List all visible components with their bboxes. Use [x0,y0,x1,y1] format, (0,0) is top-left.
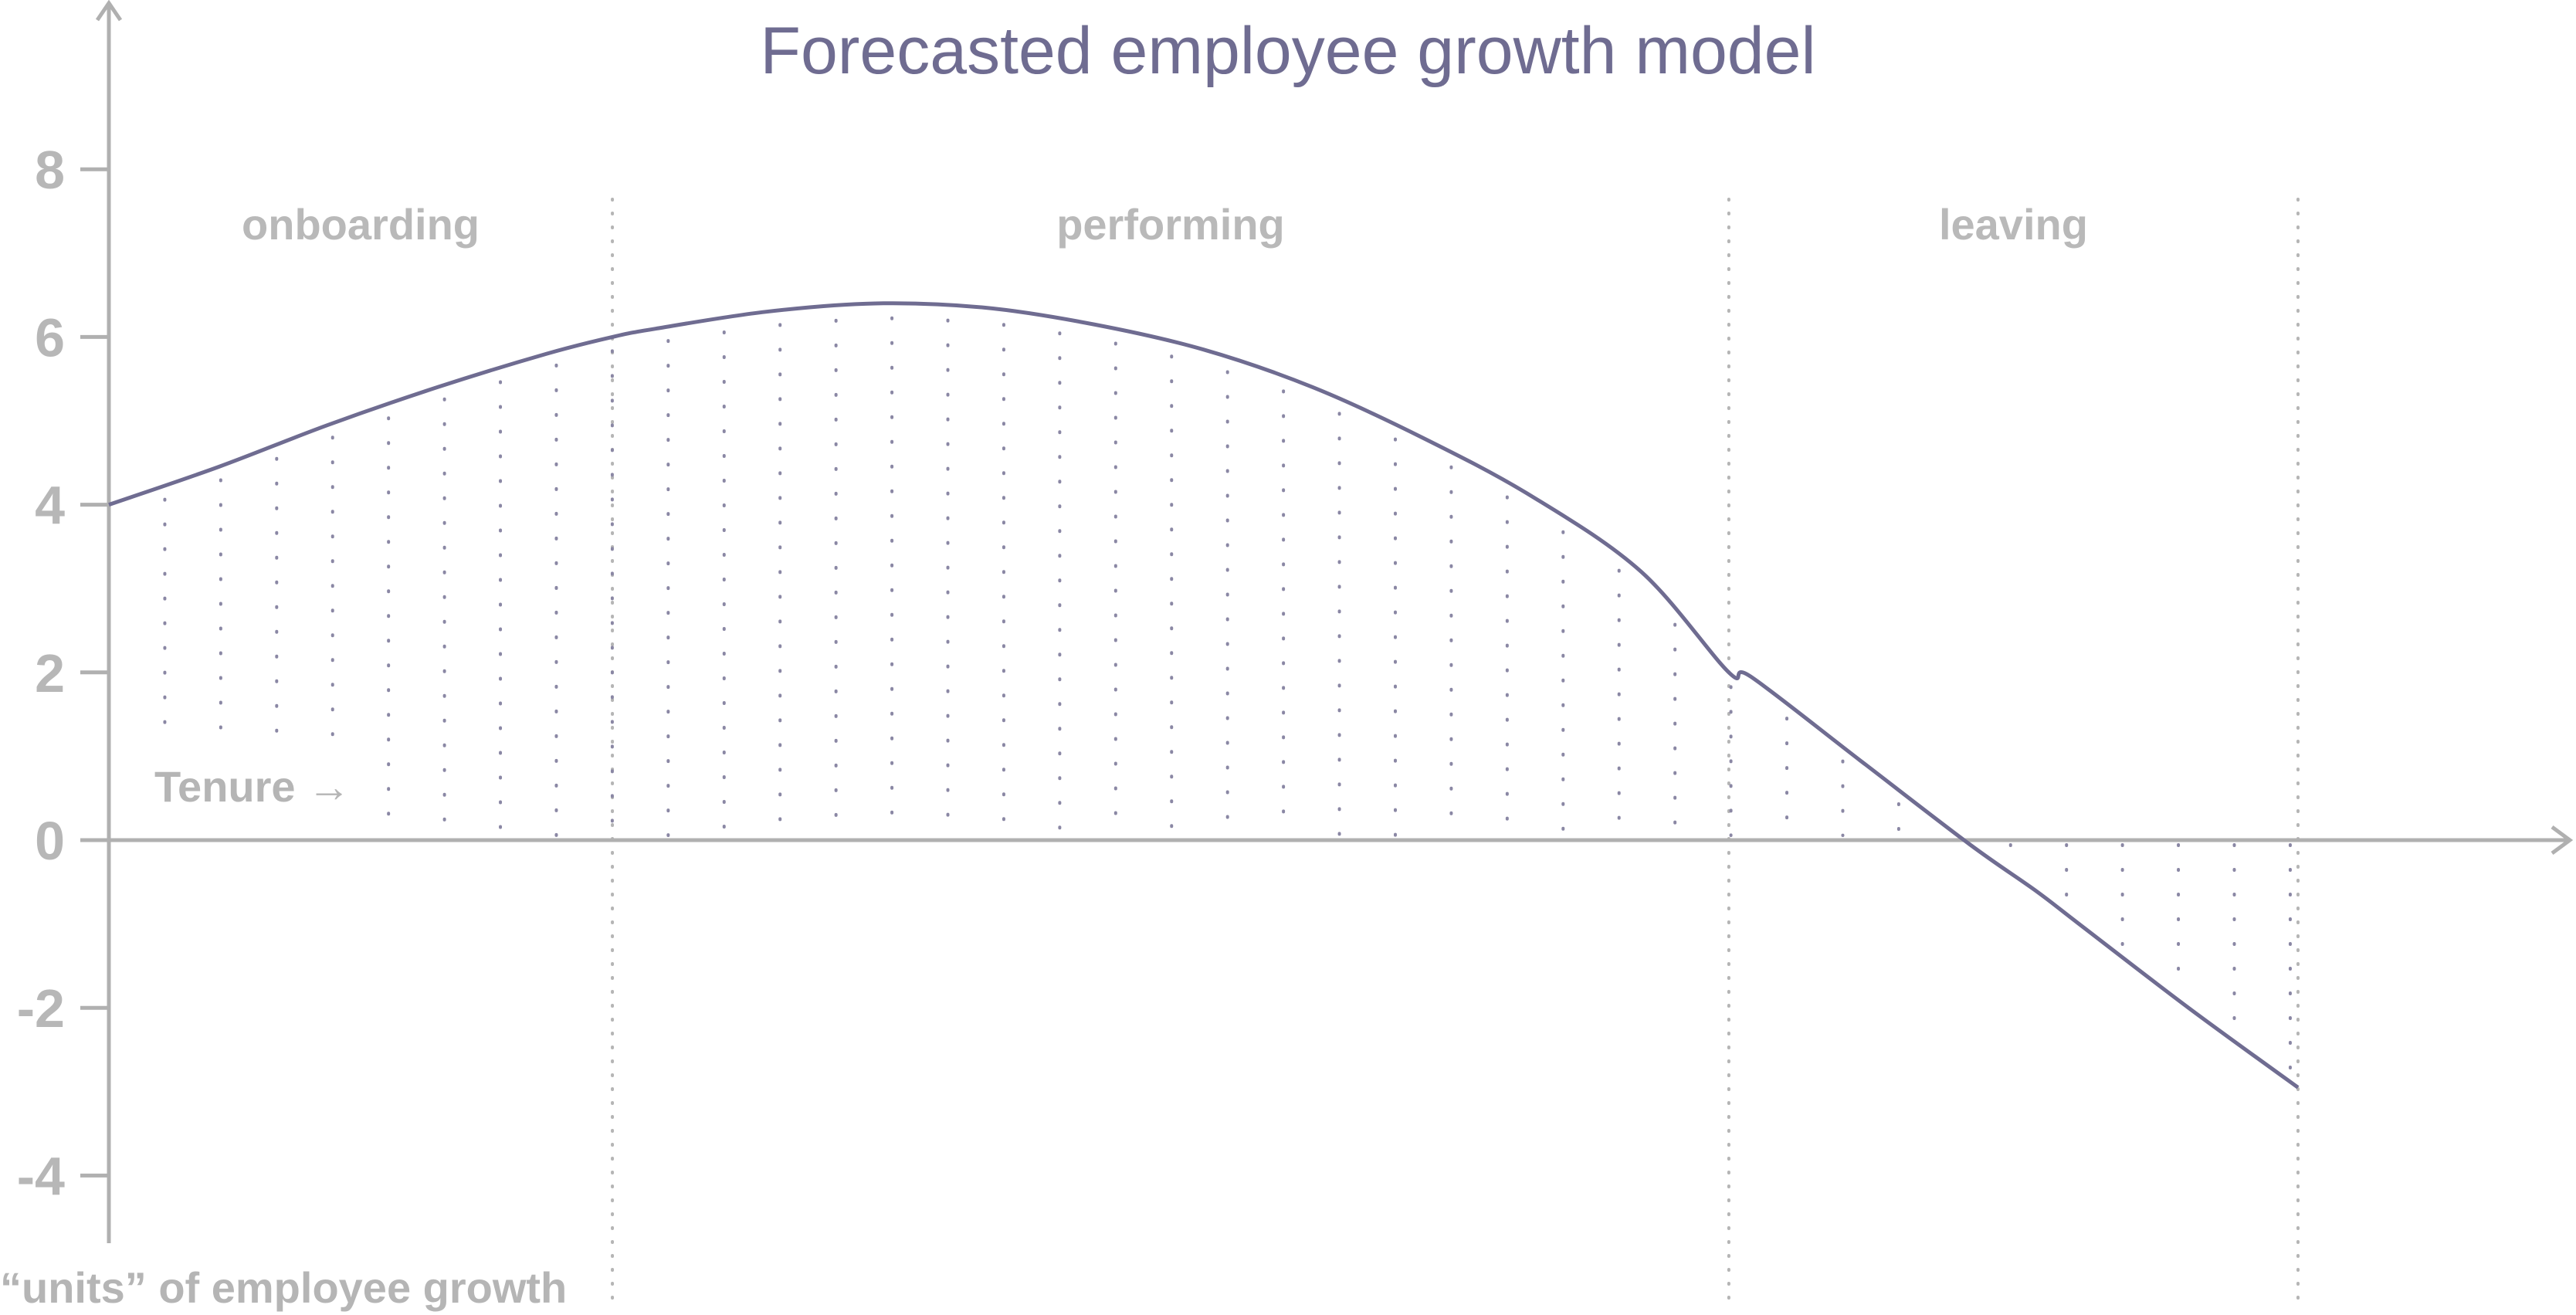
y-tick-label: 8 [35,140,65,200]
region-dividers [611,198,2300,1310]
region-label-leaving: leaving [1939,200,2088,249]
axes [95,0,2574,1243]
region-label-onboarding: onboarding [242,200,480,249]
y-axis-label: “units” of employee growth [0,1263,567,1312]
region-labels: onboarding performing leaving [242,200,2088,249]
y-tick-label: 0 [35,811,65,871]
y-tick-label: 2 [35,643,65,703]
y-tick-label: 4 [35,476,65,536]
y-tick-label: -2 [17,978,65,1039]
growth-curve-line [108,301,2300,1090]
y-axis-arrowhead [95,0,123,22]
chart-title: Forecasted employee growth model [760,14,1815,88]
region-label-performing: performing [1056,200,1285,249]
y-ticks: 8 6 4 2 0 -2 -4 [17,140,109,1206]
x-axis-label: Tenure → [154,762,351,811]
y-tick-label: 6 [35,307,65,368]
x-axis-arrowhead [2551,825,2574,856]
dotted-area-fill [163,316,2292,1073]
y-tick-label: -4 [17,1146,65,1206]
